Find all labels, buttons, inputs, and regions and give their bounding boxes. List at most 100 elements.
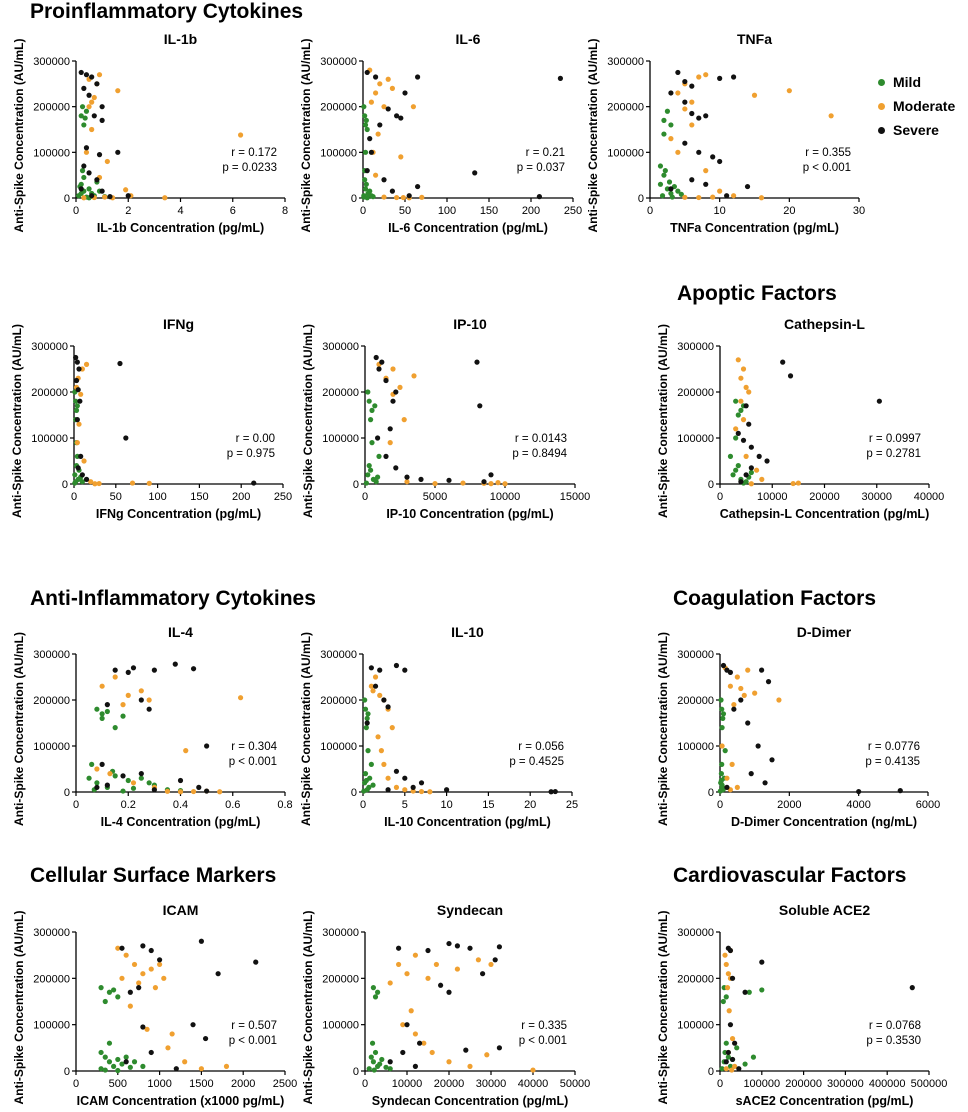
stat-r: r = 0.0776 xyxy=(868,741,920,753)
point-mild xyxy=(72,480,78,486)
point-mild xyxy=(79,168,86,174)
point-mild xyxy=(115,1067,121,1074)
point-mild xyxy=(130,785,137,791)
point-severe xyxy=(668,90,674,96)
point-mild xyxy=(718,771,724,777)
x-tick-label: 20 xyxy=(783,205,795,217)
y-tick-label: 200000 xyxy=(677,695,714,707)
point-moderate xyxy=(732,1063,738,1069)
point-mild xyxy=(98,1066,104,1072)
x-tick-label: 4000 xyxy=(846,799,870,811)
stat-p: p = 0.975 xyxy=(227,448,275,460)
point-mild xyxy=(723,994,729,1000)
point-mild xyxy=(366,463,372,469)
point-moderate xyxy=(370,688,376,694)
stat-r: r = 0.355 xyxy=(805,147,851,159)
point-severe xyxy=(765,679,772,685)
x-tick-label: 50000 xyxy=(560,1078,591,1090)
point-moderate xyxy=(828,113,834,119)
x-tick-label: 0 xyxy=(717,799,723,811)
y-tick-label: 100000 xyxy=(607,147,644,159)
x-tick-label: 6000 xyxy=(916,799,940,811)
point-moderate xyxy=(157,961,163,968)
point-severe xyxy=(99,761,105,768)
point-severe xyxy=(130,665,137,671)
y-tick-label: 0 xyxy=(64,1066,70,1078)
point-mild xyxy=(111,1063,117,1069)
x-axis-label: IL-4 Concentration (pg/mL) xyxy=(101,815,261,829)
x-tick-label: 10000 xyxy=(757,491,788,503)
point-moderate xyxy=(432,480,438,487)
y-axis-label: Anti-Spike Concentration (AU/mL) xyxy=(656,632,670,826)
y-tick-label: 100000 xyxy=(677,1020,714,1032)
point-severe xyxy=(731,706,737,712)
y-axis-label: Anti-Spike Concentration (AU/mL) xyxy=(12,910,26,1104)
y-tick-label: 300000 xyxy=(322,927,359,939)
stat-p: p = 0.4525 xyxy=(509,756,564,768)
point-severe xyxy=(75,465,81,471)
point-mild xyxy=(106,989,113,995)
y-tick-label: 200000 xyxy=(677,973,714,985)
x-tick-label: 5 xyxy=(402,799,408,811)
stat-r: r = 0.0143 xyxy=(515,433,567,445)
point-severe xyxy=(723,1059,729,1065)
point-severe xyxy=(99,188,105,194)
point-mild xyxy=(662,168,668,174)
x-tick-label: 0 xyxy=(647,205,653,217)
y-tick-label: 0 xyxy=(64,193,70,205)
point-mild xyxy=(79,104,86,110)
y-tick-label: 200000 xyxy=(322,387,359,399)
chart-title: TNFa xyxy=(737,31,772,47)
point-moderate xyxy=(703,72,709,78)
point-mild xyxy=(127,1064,133,1070)
point-severe xyxy=(390,398,396,404)
point-mild xyxy=(379,1056,385,1063)
point-severe xyxy=(94,177,100,183)
y-tick-label: 300000 xyxy=(31,341,68,353)
point-moderate xyxy=(675,149,681,155)
point-severe xyxy=(385,787,391,793)
point-moderate xyxy=(81,458,87,464)
point-mild xyxy=(719,782,725,788)
x-tick-label: 100 xyxy=(148,491,166,503)
x-tick-label: 200 xyxy=(232,491,250,503)
point-moderate xyxy=(381,761,387,768)
point-severe xyxy=(743,403,749,409)
point-severe xyxy=(148,947,154,954)
point-severe xyxy=(373,354,379,361)
point-severe xyxy=(488,472,494,478)
point-moderate xyxy=(488,481,494,487)
point-mild xyxy=(363,480,369,486)
point-moderate xyxy=(703,168,709,174)
point-moderate xyxy=(237,132,244,138)
point-moderate xyxy=(377,692,383,699)
x-tick-label: 8 xyxy=(282,205,288,217)
point-severe xyxy=(744,183,751,190)
point-severe xyxy=(372,683,379,689)
point-moderate xyxy=(729,761,735,768)
point-mild xyxy=(733,435,739,441)
point-mild xyxy=(733,398,739,404)
point-moderate xyxy=(131,961,138,968)
point-moderate xyxy=(102,194,108,200)
point-moderate xyxy=(161,975,167,981)
section-title-anti-inflammatory: Anti-Inflammatory Cytokines xyxy=(30,587,316,610)
point-mild xyxy=(72,472,78,478)
x-tick-label: 0 xyxy=(717,1078,723,1090)
point-moderate xyxy=(746,389,752,395)
point-mild xyxy=(746,989,752,995)
point-moderate xyxy=(748,481,754,487)
point-severe xyxy=(748,771,754,777)
point-moderate xyxy=(144,1026,150,1032)
point-mild xyxy=(102,1054,108,1060)
point-severe xyxy=(389,188,395,194)
stat-r: r = 0.0997 xyxy=(869,433,921,445)
point-severe xyxy=(91,113,97,119)
point-severe xyxy=(727,669,734,676)
point-mild xyxy=(718,777,724,784)
point-severe xyxy=(138,697,144,703)
y-tick-label: 300000 xyxy=(320,649,357,661)
point-mild xyxy=(364,126,370,133)
point-mild xyxy=(719,725,725,731)
